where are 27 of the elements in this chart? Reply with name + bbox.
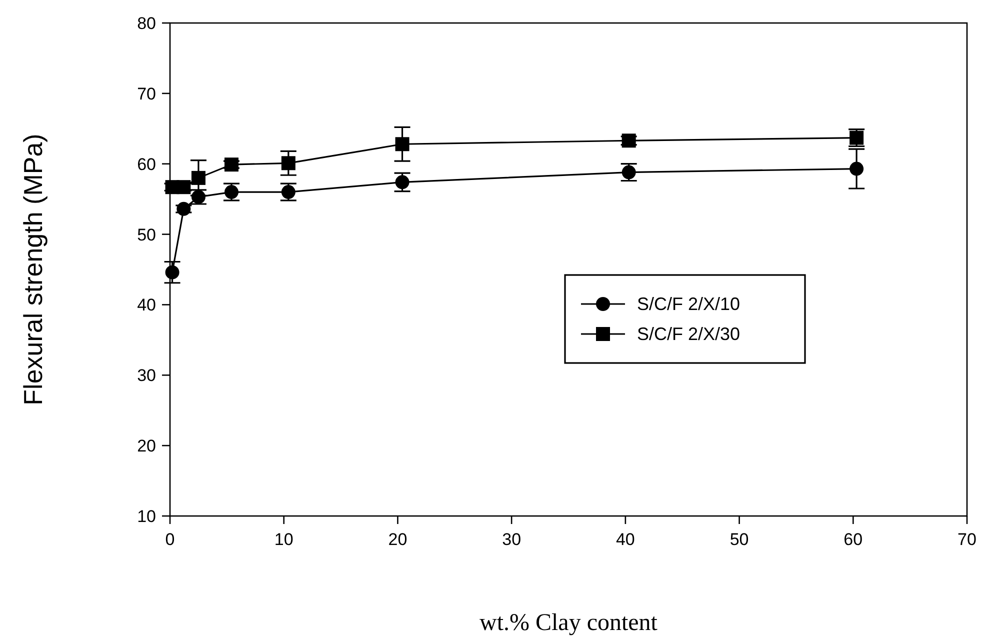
y-tick-label: 70: [137, 84, 156, 104]
point: [850, 162, 864, 176]
y-axis-title: Flexural strength (MPa): [18, 134, 48, 406]
point: [165, 265, 180, 280]
point: [395, 137, 410, 152]
y-tick-label: 40: [137, 296, 156, 315]
point: [224, 158, 238, 172]
y-tick-label: 50: [137, 225, 156, 244]
y-tick-label: 20: [137, 436, 156, 456]
y-tick-label: 30: [137, 366, 156, 386]
y-tick-label: 80: [137, 14, 156, 33]
y-tick-label: 60: [137, 154, 156, 174]
y-tick-label: 10: [137, 507, 156, 526]
x-tick-label: 70: [958, 530, 976, 549]
x-tick-label: 60: [844, 530, 863, 549]
point: [191, 170, 206, 185]
point: [395, 175, 410, 190]
x-tick-label: 0: [165, 530, 175, 549]
x-tick-label: 30: [502, 530, 522, 549]
x-axis-title: wt.% Clay content: [480, 610, 658, 636]
legend-label: S/C/F 2/X/10: [637, 294, 740, 314]
x-tick-label: 50: [730, 530, 749, 549]
x-tick-label: 40: [616, 530, 635, 549]
point: [281, 156, 296, 170]
legend-label: S/C/F 2/X/30: [637, 324, 740, 344]
x-tick-label: 20: [388, 530, 408, 549]
x-tick-label: 10: [274, 530, 294, 549]
